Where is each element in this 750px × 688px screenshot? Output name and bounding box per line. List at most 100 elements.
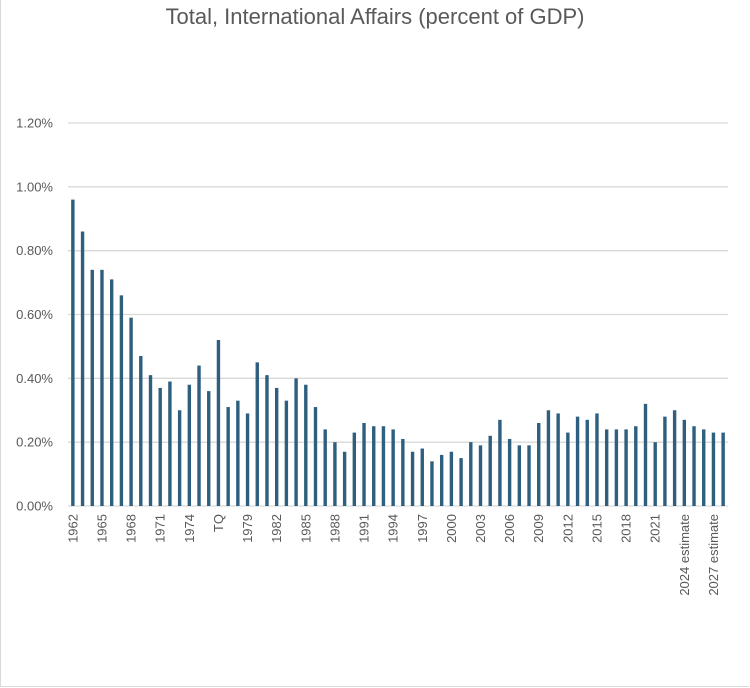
bar-1984 (294, 378, 298, 506)
bar-2012 (566, 432, 570, 506)
bar-2011 (556, 413, 560, 506)
bar-2028-estimate (721, 432, 725, 506)
bar-1977 (226, 407, 230, 506)
bar-2013 (575, 416, 580, 506)
bar-2003 (478, 445, 483, 506)
x-tick-label: 2015 (589, 514, 604, 543)
bar-1979 (245, 413, 250, 506)
x-tick-label: 2006 (502, 514, 517, 543)
bar-1983 (284, 400, 289, 506)
bar-2026-estimate (702, 429, 706, 506)
bar-2002 (469, 442, 473, 506)
bar-2017 (614, 429, 619, 506)
x-tick-label: 2012 (560, 514, 575, 543)
y-tick-label: 0.60% (16, 307, 53, 322)
x-tick-label: 1965 (94, 514, 109, 543)
x-tick-label: 2000 (444, 514, 459, 543)
bar-1987 (323, 429, 327, 506)
x-tick-label: 1988 (327, 514, 342, 543)
bar-1962 (71, 199, 75, 506)
bar-2022 (663, 416, 667, 506)
x-tick-label: 2009 (531, 514, 546, 543)
bar-1986 (313, 407, 318, 506)
x-tick-label: 2027 estimate (706, 514, 721, 596)
x-tick-label: 1968 (124, 514, 139, 543)
x-tick-label: 1985 (298, 514, 313, 543)
bar-2006 (507, 438, 512, 506)
bar-1982 (274, 387, 279, 506)
bar-1974 (187, 384, 192, 506)
bar-2016 (604, 429, 609, 506)
bar-tq (216, 340, 221, 506)
y-tick-label: 0.80% (16, 243, 53, 258)
x-tick-label: 1979 (240, 514, 255, 543)
bar-1966 (109, 279, 114, 506)
bar-1981 (265, 375, 269, 506)
bar-1970 (148, 375, 153, 506)
bar-1997 (420, 448, 424, 506)
bar-1988 (333, 442, 337, 506)
bar-1973 (177, 410, 182, 506)
bar-1968 (129, 317, 133, 506)
x-tick-label: 1997 (415, 514, 430, 543)
y-tick-label: 0.00% (16, 499, 53, 514)
bar-2000 (449, 451, 454, 506)
x-tick-label: 1971 (153, 514, 168, 543)
bar-1992 (372, 426, 376, 506)
bar-1964 (90, 269, 94, 506)
bar-1993 (381, 426, 386, 506)
bar-1969 (139, 355, 143, 506)
bar-1978 (236, 400, 240, 506)
bar-2015 (595, 413, 599, 506)
x-tick-label: 2021 (648, 514, 663, 543)
x-tick-label: 1991 (357, 514, 372, 543)
bar-2018 (624, 429, 628, 506)
bar-2019 (634, 426, 638, 506)
bar-2027-estimate (711, 432, 716, 506)
bar-2001 (459, 458, 463, 506)
bar-1989 (342, 451, 347, 506)
bar-1975 (197, 365, 201, 506)
bar-1967 (119, 295, 124, 506)
bar-2009 (537, 423, 541, 506)
x-tick-label: 2003 (473, 514, 488, 543)
x-tick-label: 2018 (619, 514, 634, 543)
bar-1994 (391, 429, 395, 506)
bar-1995 (401, 438, 405, 506)
bar-2023 (672, 410, 677, 506)
bar-2004 (488, 435, 492, 506)
bar-1963 (80, 231, 85, 506)
bar-2024-estimate (682, 419, 687, 506)
x-tick-label: 1994 (386, 514, 401, 543)
y-tick-label: 0.20% (16, 435, 53, 450)
bar-1976 (207, 391, 211, 506)
bar-2025-estimate (692, 426, 696, 506)
bar-2021 (653, 442, 657, 506)
bar-2020 (643, 403, 648, 506)
bar-1996 (410, 451, 415, 506)
y-tick-label: 1.20% (16, 116, 53, 131)
y-tick-label: 0.40% (16, 371, 53, 386)
x-tick-label: 1982 (269, 514, 284, 543)
bar-2010 (546, 410, 551, 506)
bar-2005 (498, 419, 502, 506)
bar-1990 (352, 432, 357, 506)
bar-1972 (168, 381, 172, 506)
y-tick-label: 1.00% (16, 179, 53, 194)
bar-1965 (100, 269, 104, 506)
bar-2014 (585, 419, 589, 506)
bar-1991 (362, 423, 366, 506)
bar-1999 (439, 454, 444, 506)
bar-2007 (517, 445, 522, 506)
bar-1971 (158, 387, 162, 506)
x-tick-label: 2024 estimate (677, 514, 692, 596)
x-tick-label: 1974 (182, 514, 197, 543)
bar-1985 (304, 384, 308, 506)
x-tick-label: 1962 (65, 514, 80, 543)
x-tick-label: TQ (211, 514, 226, 532)
chart-title: Total, International Affairs (percent of… (165, 4, 585, 29)
bar-1980 (255, 362, 259, 506)
bar-2008 (527, 445, 531, 506)
